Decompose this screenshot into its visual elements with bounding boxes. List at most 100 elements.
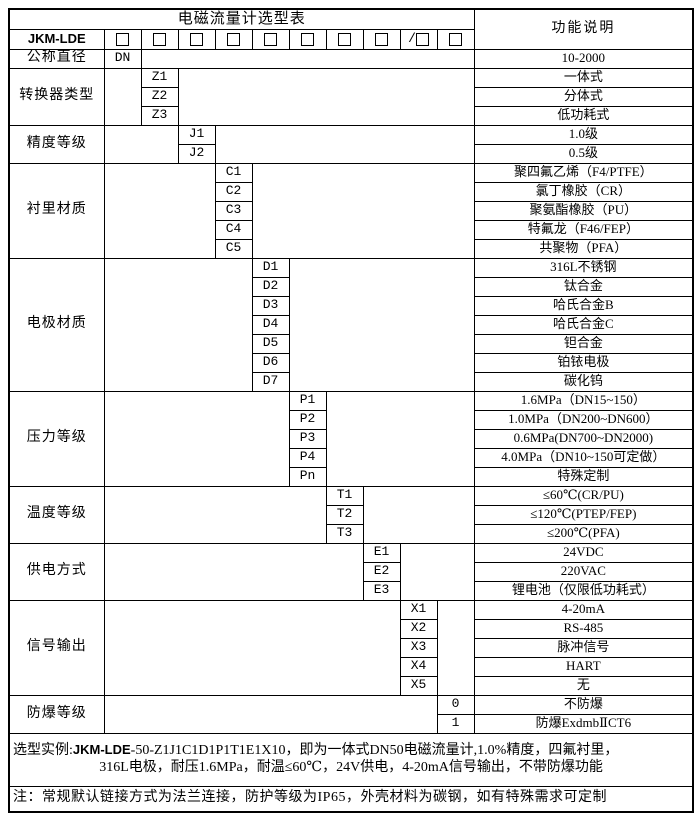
example-line1-rest: -50-Z1J1C1D1P1T1E1X10，即为一体式DN50电磁流量计,1.0… — [130, 743, 619, 759]
table-row: C5 共聚物（PFA） — [9, 238, 694, 259]
desc-cell: 1.0级 — [473, 124, 694, 145]
code-cell: J2 — [177, 143, 216, 164]
table-row: D3 哈氏合金B — [9, 295, 694, 316]
code-cell: C3 — [214, 200, 253, 221]
spacer-cell — [325, 390, 475, 487]
desc-cell: 氯丁橡胶（CR） — [473, 181, 694, 202]
code-cell: 1 — [436, 713, 475, 734]
code-cell: T2 — [325, 504, 364, 525]
section-label-4: 电极材质 — [8, 257, 105, 392]
desc-cell: 24VDC — [473, 542, 694, 563]
table-row: 1 防爆ExdmbⅡCT6 — [9, 713, 694, 734]
desc-cell: 1.6MPa（DN15~150） — [473, 390, 694, 411]
example-row: 选型实例:JKM-LDE-50-Z1J1C1D1P1T1E1X10，即为一体式D… — [8, 732, 694, 787]
desc-cell: ≤60℃(CR/PU) — [473, 485, 694, 506]
checkbox-icon[interactable] — [264, 32, 277, 46]
desc-cell: 哈氏合金C — [473, 314, 694, 335]
desc-cell: 一体式 — [473, 67, 694, 88]
code-cell: D4 — [251, 314, 290, 335]
code-cell: C2 — [214, 181, 253, 202]
desc-cell: 不防爆 — [473, 694, 694, 715]
code-cell: P3 — [288, 428, 327, 449]
desc-cell: 特氟龙（F46/FEP） — [473, 219, 694, 240]
section-label-0: 公称直径 — [8, 48, 105, 69]
checkbox-icon[interactable] — [116, 32, 129, 46]
table-row: T3 ≤200℃(PFA) — [9, 523, 694, 544]
checkbox-icon[interactable] — [375, 32, 388, 46]
spacer-cell — [177, 67, 475, 126]
table-row: P4 4.0MPa（DN10~150可定做） — [9, 447, 694, 468]
model-checkbox-cell — [251, 28, 290, 50]
function-description-header: 功能说明 — [473, 8, 694, 50]
table-row: 温度等级 T1 ≤60℃(CR/PU) — [8, 485, 694, 544]
code-cell: D1 — [251, 257, 290, 278]
code-cell: Pn — [288, 466, 327, 487]
table-row: Z3 低功耗式 — [9, 105, 694, 126]
desc-cell: 特殊定制 — [473, 466, 694, 487]
checkbox-icon[interactable] — [338, 32, 351, 46]
desc-cell: 10-2000 — [473, 48, 694, 69]
spacer-cell — [362, 485, 475, 544]
table-row: 注：常规默认链接方式为法兰连接，防护等级为IP65，外壳材料为碳钢，如有特殊需求… — [8, 785, 694, 812]
desc-cell: 聚四氟乙烯（F4/PTFE） — [473, 162, 694, 183]
section-label-2: 精度等级 — [8, 124, 105, 164]
code-cell: C1 — [214, 162, 253, 183]
example-line2: 316L电极，耐压1.6MPa，耐温≤60℃，24V供电，4-20mA信号输出，… — [99, 759, 603, 775]
spacer-cell — [103, 485, 327, 544]
model-prefix: JKM-LDE — [8, 28, 105, 50]
table-row: C2 氯丁橡胶（CR） — [9, 181, 694, 202]
model-checkbox-cell — [214, 28, 253, 50]
desc-cell: 钛合金 — [473, 276, 694, 297]
desc-cell: 0.6MPa(DN700~DN2000) — [473, 428, 694, 449]
code-cell: T3 — [325, 523, 364, 544]
spacer-cell — [436, 599, 475, 696]
spacer-cell — [399, 542, 475, 601]
code-cell: P4 — [288, 447, 327, 468]
checkbox-icon[interactable] — [153, 32, 166, 46]
desc-cell: RS-485 — [473, 618, 694, 639]
spacer-cell — [103, 124, 179, 164]
table-row: 衬里材质 C1 聚四氟乙烯（F4/PTFE） — [8, 162, 694, 259]
section-label-3: 衬里材质 — [8, 162, 105, 259]
model-checkbox-cell — [288, 28, 327, 50]
code-cell: Z2 — [140, 86, 179, 107]
spacer-cell — [214, 124, 475, 164]
model-checkbox-cell — [177, 28, 216, 50]
table-row: 压力等级 P1 1.6MPa（DN15~150） — [8, 390, 694, 487]
code-cell: P1 — [288, 390, 327, 411]
checkbox-icon[interactable] — [190, 32, 203, 46]
example-model-code: JKM-LDE — [72, 742, 131, 758]
desc-cell: 316L不锈钢 — [473, 257, 694, 278]
table-row: J2 0.5级 — [9, 143, 694, 164]
table-row: 供电方式 E1 24VDC — [8, 542, 694, 601]
checkbox-icon[interactable] — [415, 32, 429, 46]
code-cell: D2 — [251, 276, 290, 297]
desc-cell: 分体式 — [473, 86, 694, 107]
desc-cell: 碳化钨 — [473, 371, 694, 392]
code-cell: E2 — [362, 561, 401, 582]
desc-cell: 防爆ExdmbⅡCT6 — [473, 713, 694, 734]
model-checkbox-cell — [140, 28, 179, 50]
slash-separator: / — [408, 31, 416, 47]
table-row: 选型实例:JKM-LDE-50-Z1J1C1D1P1T1E1X10，即为一体式D… — [8, 732, 694, 787]
spacer-cell — [251, 162, 475, 259]
code-cell: Z3 — [140, 105, 179, 126]
selection-table: 电磁流量计选型表 功能说明 JKM-LDE / 公称直径 DN 10-2000 转换器类型 Z1… — [8, 8, 695, 813]
checkbox-icon[interactable] — [227, 32, 240, 46]
table-row: P2 1.0MPa（DN200~DN600） — [9, 409, 694, 430]
model-checkbox-cell: / — [399, 28, 438, 50]
code-cell: X1 — [399, 599, 438, 620]
section-label-9: 防爆等级 — [8, 694, 105, 734]
code-cell: D3 — [251, 295, 290, 316]
code-cell: C5 — [214, 238, 253, 259]
checkbox-icon[interactable] — [301, 32, 314, 46]
section-label-1: 转换器类型 — [8, 67, 105, 126]
example-line1: 选型实例:JKM-LDE-50-Z1J1C1D1P1T1E1X10，即为一体式D… — [13, 742, 689, 759]
code-cell: DN — [103, 48, 142, 69]
desc-cell: 共聚物（PFA） — [473, 238, 694, 259]
checkbox-icon[interactable] — [449, 32, 463, 46]
table-row: 公称直径 DN 10-2000 — [8, 48, 694, 69]
table-row: 精度等级 J1 1.0级 — [8, 124, 694, 164]
spacer-cell — [103, 542, 364, 601]
